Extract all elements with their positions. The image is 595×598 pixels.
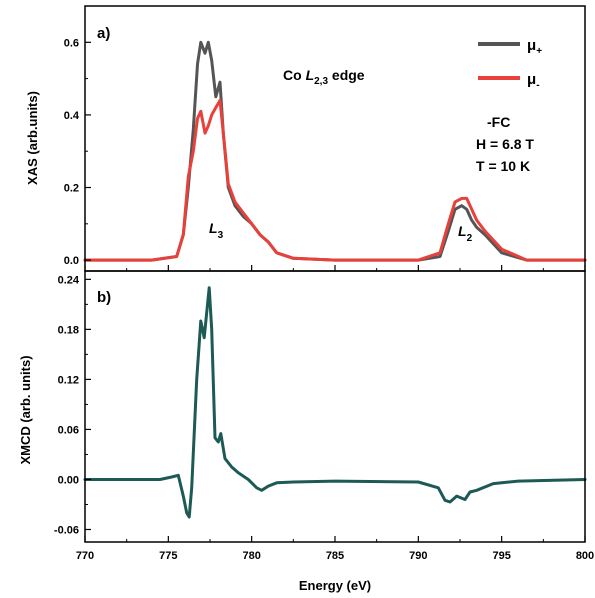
x-tick-label: 785 — [326, 550, 344, 562]
y-tick-label: -0.06 — [54, 524, 79, 536]
x-tick-label: 800 — [576, 550, 594, 562]
x-tick-label: 795 — [492, 550, 510, 562]
x-tick-label: 770 — [76, 550, 94, 562]
y-tick-label: 0.4 — [64, 110, 80, 122]
xmcd-y-axis-title: XMCD (arb. units) — [18, 355, 33, 464]
panel-label-b: b) — [97, 289, 111, 306]
y-tick-label: 0.0 — [64, 255, 79, 267]
legend-label-mu-plus: μ+ — [527, 37, 542, 57]
y-tick-label: 0.00 — [58, 474, 79, 486]
condition-field-cooling: -FC — [487, 114, 510, 130]
series-line-mu-minus — [83, 98, 587, 262]
panel-label-a: a) — [97, 25, 110, 42]
legend: μ+ μ- — [478, 37, 542, 91]
y-tick-label: 0.12 — [58, 374, 79, 386]
x-tick-label: 775 — [159, 550, 177, 562]
peak-label-l3: L3 — [209, 220, 224, 241]
y-tick-label: 0.18 — [58, 324, 79, 336]
edge-annotation: Co L2,3 edge — [283, 67, 365, 87]
condition-field: H = 6.8 T — [476, 136, 534, 152]
y-tick-label: 0.24 — [58, 274, 80, 286]
xas-y-axis-title: XAS (arb.units) — [25, 91, 40, 185]
x-tick-label: 780 — [242, 550, 260, 562]
xmcd-panel: -0.06 0.00 0.06 0.12 0.18 0.24 770 775 780 785 790… — [18, 270, 594, 593]
y-tick-label: 0.2 — [64, 183, 79, 195]
peak-label-l2: L2 — [458, 223, 473, 244]
series-line-xmcd — [83, 286, 587, 519]
y-tick-label: 0.6 — [64, 37, 79, 49]
xas-panel: 0.0 0.2 0.4 0.6 a) XAS (arb.units) μ+ μ- Co… — [25, 5, 587, 272]
legend-label-mu-minus: μ- — [527, 71, 540, 91]
x-axis-title: Energy (eV) — [299, 578, 371, 593]
condition-temperature: T = 10 K — [476, 158, 530, 174]
xmcd-plot-frame — [84, 270, 586, 543]
x-tick-label: 790 — [409, 550, 427, 562]
y-tick-label: 0.06 — [58, 424, 79, 436]
